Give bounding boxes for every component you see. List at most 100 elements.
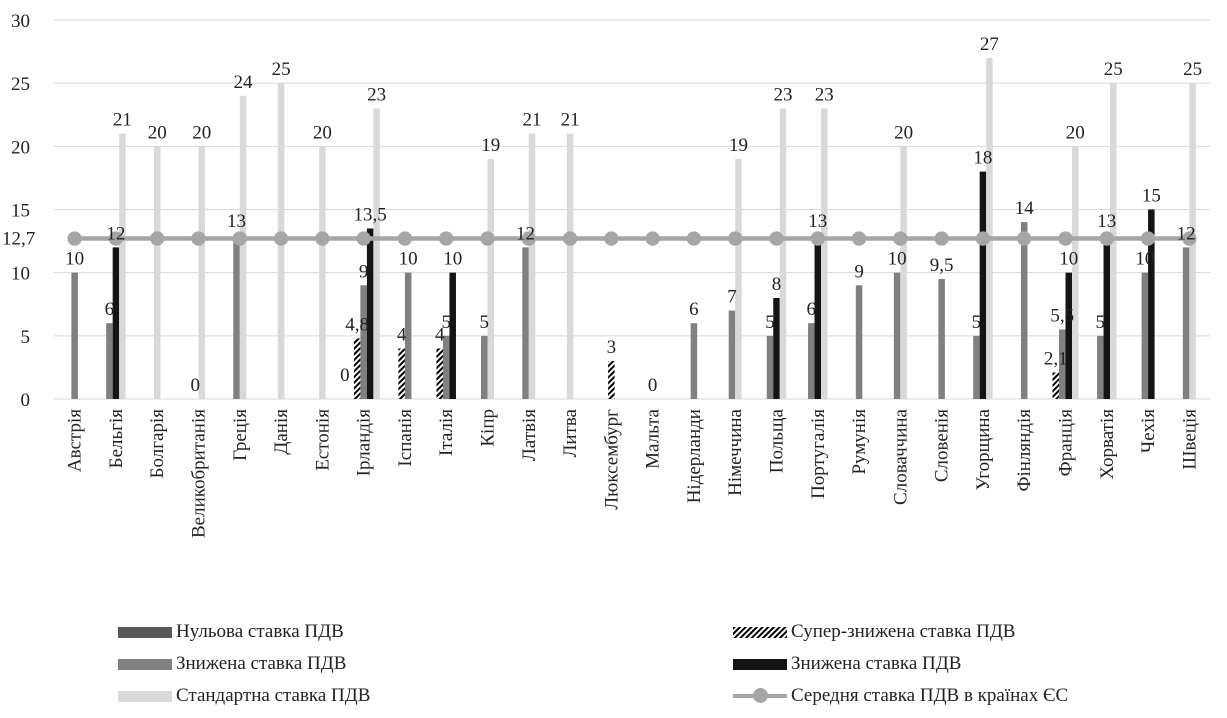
bar	[1141, 272, 1149, 399]
y-tick-label: 0	[21, 390, 31, 411]
average-line-marker	[521, 231, 536, 246]
x-tick-label: Кіпр	[478, 409, 499, 447]
bar	[373, 108, 380, 399]
x-axis-category-labels: Австрія Бельгія Болгарія Великобританія Грец…	[65, 408, 1201, 538]
average-line-marker	[645, 231, 660, 246]
bar	[449, 272, 456, 399]
data-label: 9	[854, 261, 864, 282]
x-tick-label: Болгарія	[147, 409, 168, 479]
bar	[773, 297, 780, 399]
average-line-marker	[150, 231, 165, 246]
bar	[360, 285, 367, 399]
data-label: 5	[765, 312, 775, 333]
bar	[973, 335, 980, 399]
bar	[198, 146, 205, 399]
bar	[366, 228, 374, 399]
value-labels: 1061221200201324252004,8913,523410451051…	[65, 34, 1202, 396]
x-tick-label: Нідерланди	[684, 409, 705, 503]
bar	[153, 146, 161, 399]
x-tick-label: Іспанія	[395, 409, 416, 467]
bar	[821, 108, 828, 399]
data-label: 20	[1066, 122, 1085, 143]
average-line-marker	[851, 231, 867, 246]
data-label: 20	[894, 122, 913, 143]
data-label: 10	[443, 249, 462, 270]
bar	[522, 247, 529, 399]
data-label: 19	[729, 135, 748, 156]
data-label: 23	[774, 84, 793, 105]
x-tick-label: Словаччина	[890, 408, 911, 504]
x-tick-label: Латвія	[519, 409, 540, 461]
data-label: 6	[689, 299, 699, 320]
bar	[353, 338, 361, 399]
legend-swatch-reduced-rate-1	[118, 659, 172, 670]
data-label: 0	[648, 375, 658, 396]
bar	[979, 171, 987, 399]
average-line-label: 12,7	[2, 229, 35, 250]
data-label: 5	[972, 312, 982, 333]
average-line-marker	[934, 231, 949, 246]
y-tick-label: 25	[11, 74, 30, 95]
data-label: 13	[227, 211, 246, 232]
x-tick-label: Хорватія	[1097, 409, 1118, 480]
data-label: 7	[727, 287, 737, 308]
legend-label: Нульова ставка ПДВ	[176, 621, 344, 642]
average-line-marker	[1058, 231, 1073, 246]
bar	[566, 133, 574, 399]
bar	[239, 95, 247, 400]
data-label: 6	[105, 299, 115, 320]
bar	[436, 348, 443, 399]
data-label: 9,5	[930, 255, 954, 276]
data-label: 10	[888, 249, 907, 270]
data-label: 8	[772, 274, 782, 295]
data-label: 21	[113, 110, 132, 131]
x-tick-label: Австрія	[65, 409, 86, 472]
data-label: 25	[1104, 59, 1123, 80]
data-label: 6	[807, 299, 817, 320]
data-label: 4,8	[345, 314, 369, 335]
bar	[608, 361, 615, 399]
average-line-marker	[232, 231, 247, 246]
legend-swatch-marker	[753, 688, 768, 703]
data-label: 12	[106, 223, 125, 244]
data-label: 10	[65, 249, 84, 270]
average-line-marker	[769, 231, 784, 246]
data-label: 25	[272, 59, 291, 80]
data-label: 24	[234, 72, 254, 93]
data-label: 9	[359, 261, 369, 282]
bar	[808, 323, 815, 399]
x-tick-label: Фінляндія	[1014, 409, 1035, 492]
y-axis-tick-labels: 0 5 10 15 20 25 30	[11, 11, 30, 411]
x-tick-label: Мальта	[643, 408, 664, 468]
x-tick-label: Естонія	[312, 409, 333, 471]
x-tick-label: Ірландія	[354, 409, 375, 477]
average-line-marker	[108, 231, 124, 246]
bar	[690, 323, 698, 399]
average-line-marker	[191, 231, 206, 246]
x-tick-label: Італія	[436, 409, 457, 456]
data-label: 18	[973, 148, 992, 169]
x-tick-label: Швеція	[1179, 409, 1200, 470]
data-label: 5	[1096, 312, 1106, 333]
y-tick-label: 10	[11, 264, 30, 285]
bar	[814, 234, 822, 399]
average-line-marker	[728, 231, 743, 246]
legend-label: Середня ставка ПДВ в країнах ЄС	[791, 685, 1069, 706]
legend-swatch-standard-rate	[118, 691, 172, 702]
legend-swatch-reduced-rate-2	[733, 659, 787, 670]
data-label: 15	[1142, 186, 1161, 207]
legend-label: Стандартна ставка ПДВ	[176, 685, 371, 706]
data-label: 21	[523, 110, 542, 131]
average-line-marker	[562, 231, 578, 246]
x-tick-label: Португалія	[808, 409, 829, 499]
data-label: 14	[1015, 198, 1035, 219]
bar	[112, 247, 120, 399]
bar	[855, 285, 863, 399]
data-label: 19	[481, 135, 500, 156]
bar	[1065, 272, 1072, 399]
bar	[528, 133, 536, 399]
average-line-marker	[810, 231, 825, 246]
bar	[735, 158, 742, 399]
average-line-marker	[1099, 231, 1114, 246]
